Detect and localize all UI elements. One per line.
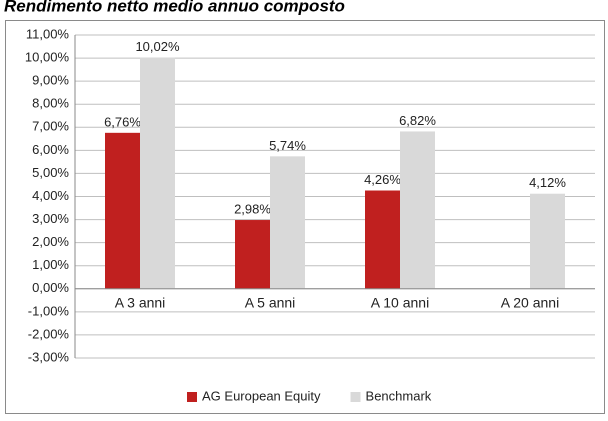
y-tick-label: 0,00% <box>32 280 69 295</box>
y-tick-label: 3,00% <box>32 211 69 226</box>
chart-title: Rendimento netto medio annuo composto <box>4 0 345 15</box>
bar <box>365 190 400 289</box>
data-label: 6,82% <box>399 113 436 128</box>
x-tick-label: A 10 anni <box>371 294 429 310</box>
y-tick-label: 7,00% <box>32 119 69 134</box>
y-tick-label: 8,00% <box>32 96 69 111</box>
y-tick-label: 6,00% <box>32 142 69 157</box>
data-label: 5,74% <box>269 138 306 153</box>
y-tick-label: 4,00% <box>32 188 69 203</box>
x-tick-label: A 20 anni <box>501 294 559 310</box>
y-tick-label: -1,00% <box>28 303 70 318</box>
bar <box>530 193 565 289</box>
data-label: 4,12% <box>529 175 566 190</box>
data-label: 10,02% <box>135 39 180 54</box>
y-tick-label: 10,00% <box>25 50 70 65</box>
y-tick-label: 11,00% <box>26 26 70 41</box>
legend-label: AG European Equity <box>202 388 321 403</box>
legend-swatch <box>187 392 197 402</box>
bar <box>270 156 305 289</box>
bar <box>140 57 175 289</box>
y-tick-label: -3,00% <box>28 349 70 364</box>
x-tick-label: A 5 anni <box>245 294 296 310</box>
y-tick-label: 2,00% <box>32 234 69 249</box>
data-label: 4,26% <box>364 172 401 187</box>
y-tick-label: 5,00% <box>32 165 69 180</box>
data-label: 6,76% <box>104 114 141 129</box>
bar <box>105 132 140 289</box>
data-label: 2,98% <box>234 201 271 216</box>
x-tick-label: A 3 anni <box>115 294 166 310</box>
y-tick-label: 9,00% <box>32 73 69 88</box>
y-tick-label: -2,00% <box>28 326 70 341</box>
y-tick-label: 1,00% <box>32 257 69 272</box>
bar <box>400 131 435 289</box>
legend-swatch <box>350 392 361 402</box>
legend-label: Benchmark <box>366 388 432 403</box>
bar <box>235 220 270 289</box>
